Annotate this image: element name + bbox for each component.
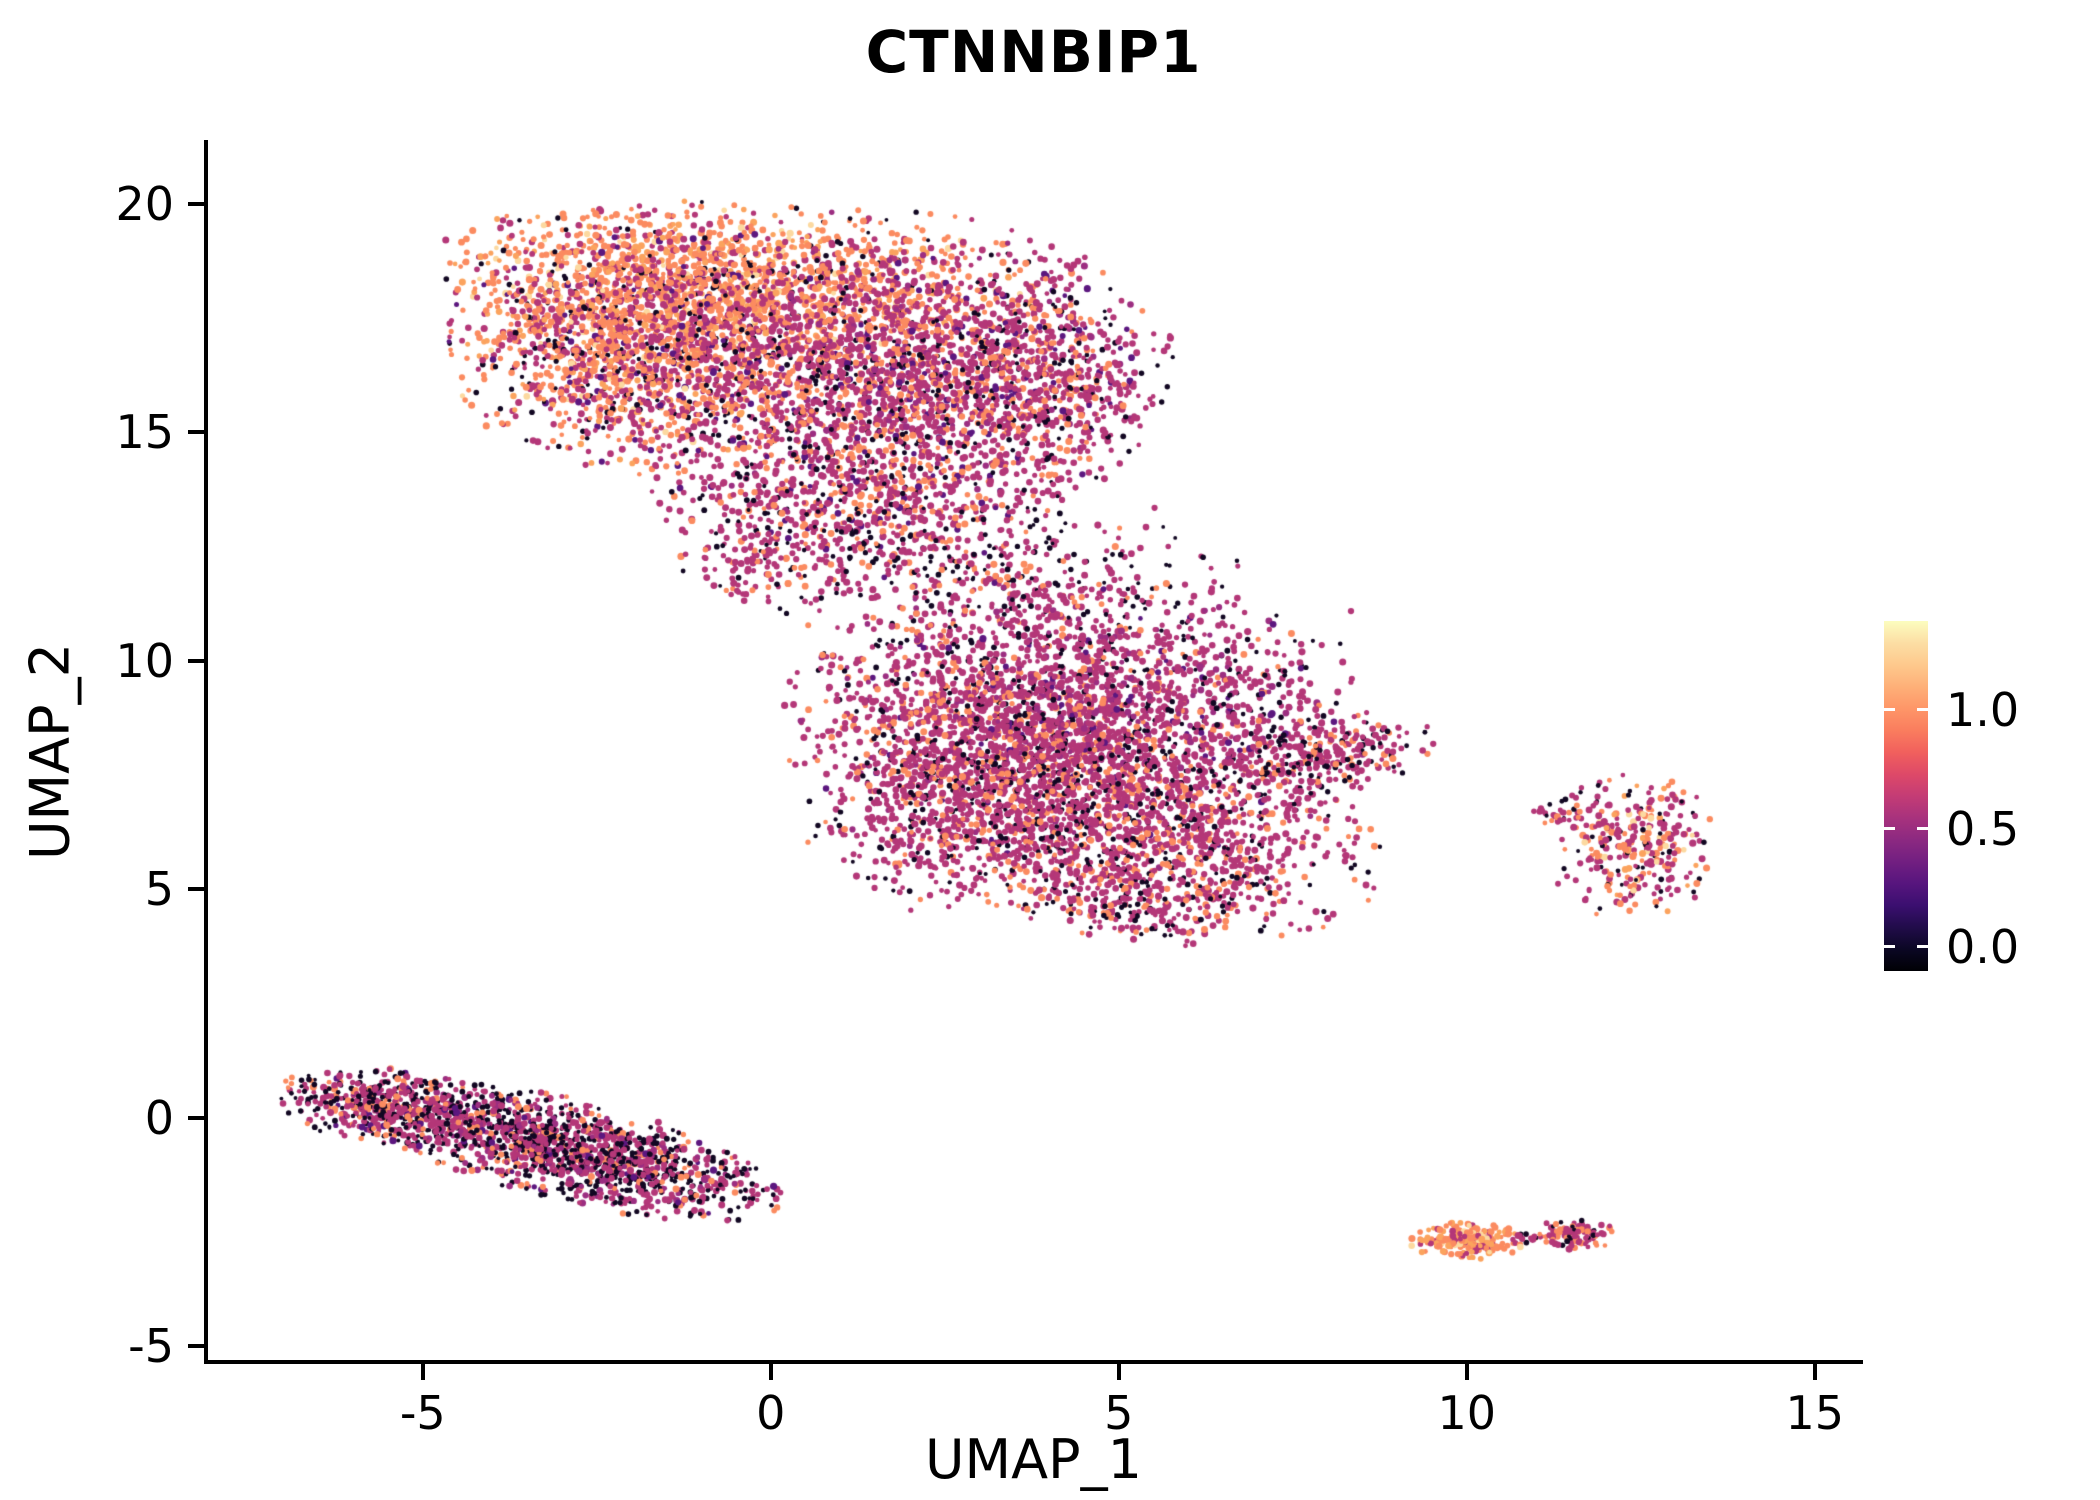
colorbar-tick-mark <box>1917 827 1928 831</box>
y-tick-label: -5 <box>128 1319 174 1374</box>
y-tick-label: 0 <box>144 1090 174 1145</box>
y-tick-mark <box>188 658 204 663</box>
colorbar-tick-mark <box>1884 827 1895 831</box>
colorbar-tick-label: 0.0 <box>1946 919 2020 974</box>
y-tick-mark <box>188 1344 204 1349</box>
y-tick-mark <box>188 201 204 206</box>
y-tick-mark <box>188 887 204 892</box>
y-tick-mark <box>188 430 204 435</box>
x-tick-mark <box>1116 1364 1121 1380</box>
colorbar <box>1884 621 1928 971</box>
x-tick-mark <box>1464 1364 1469 1380</box>
y-axis-title: UMAP_2 <box>18 643 82 861</box>
y-axis-line <box>204 140 208 1364</box>
x-tick-label: 0 <box>756 1386 786 1440</box>
colorbar-tick-mark <box>1884 708 1895 712</box>
colorbar-tick-mark <box>1884 945 1895 949</box>
x-tick-mark <box>1812 1364 1817 1380</box>
x-axis-title: UMAP_1 <box>925 1428 1142 1491</box>
colorbar-tick-label: 0.5 <box>1946 801 2020 856</box>
x-tick-label: -5 <box>399 1386 446 1440</box>
colorbar-gradient <box>1884 621 1928 971</box>
x-tick-mark <box>420 1364 425 1380</box>
y-tick-label: 20 <box>115 176 174 231</box>
x-tick-label: 5 <box>1104 1386 1134 1440</box>
plot-title: CTNNBIP1 <box>865 18 1202 86</box>
x-tick-mark <box>768 1364 773 1380</box>
x-tick-label: 15 <box>1785 1386 1845 1440</box>
x-axis-line <box>204 1360 1863 1364</box>
x-tick-label: 10 <box>1437 1386 1497 1440</box>
y-tick-label: 15 <box>115 405 174 460</box>
colorbar-tick-mark <box>1917 945 1928 949</box>
y-tick-label: 5 <box>144 862 174 917</box>
colorbar-tick-label: 1.0 <box>1946 682 2020 737</box>
colorbar-tick-mark <box>1917 708 1928 712</box>
y-tick-label: 10 <box>115 633 174 688</box>
y-tick-mark <box>188 1115 204 1120</box>
